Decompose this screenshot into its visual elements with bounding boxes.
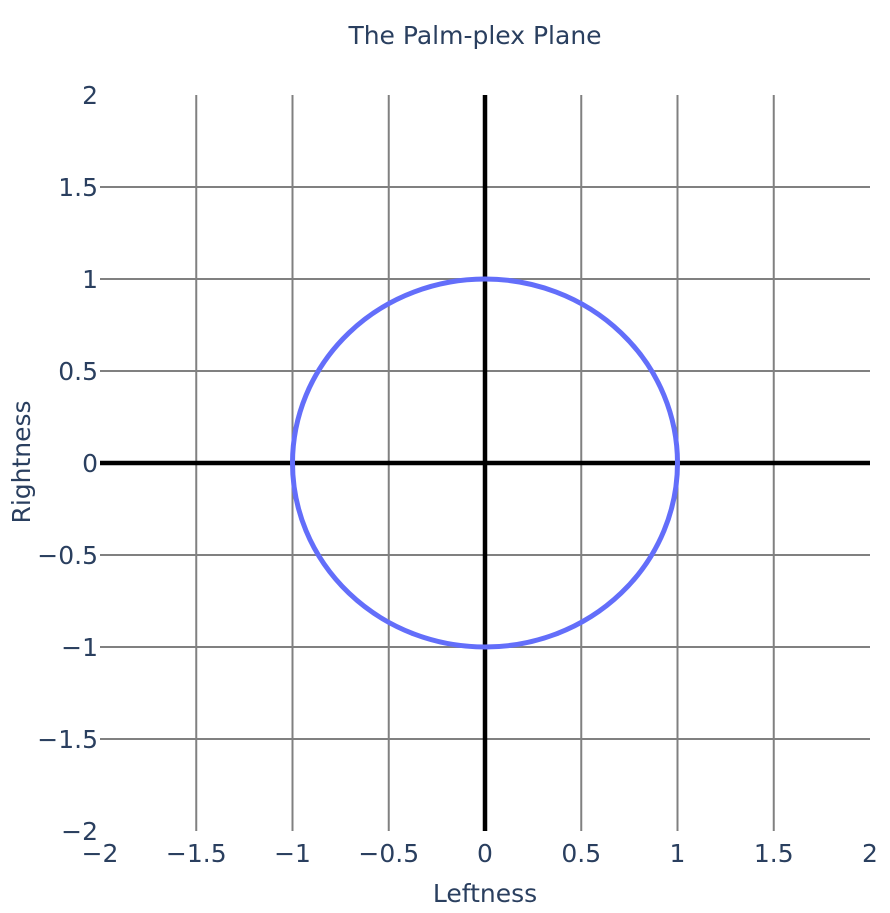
x-tick-labels: −2 −1.5 −1 −0.5 0 0.5 1 1.5 2: [82, 839, 878, 868]
plot-area: [100, 95, 870, 831]
zero-lines: [100, 95, 870, 831]
y-tick-label: −1: [61, 633, 98, 662]
y-axis-title: Rightness: [7, 400, 36, 523]
y-tick-label: 1.5: [58, 173, 98, 202]
y-tick-label: 1: [82, 265, 98, 294]
x-tick-label: 0: [477, 839, 493, 868]
y-tick-label: −0.5: [37, 541, 98, 570]
x-tick-label: 2: [862, 839, 878, 868]
x-tick-label: 0.5: [561, 839, 601, 868]
y-tick-labels: −2 −1.5 −1 −0.5 0 0.5 1 1.5 2: [37, 81, 98, 846]
x-tick-label: −0.5: [358, 839, 419, 868]
x-tick-label: 1: [670, 839, 686, 868]
x-tick-label: −2: [82, 839, 119, 868]
chart-title: The Palm-plex Plane: [347, 21, 601, 50]
x-tick-label: −1: [274, 839, 311, 868]
y-tick-label: 2: [82, 81, 98, 110]
series-circle: [290, 276, 680, 650]
x-tick-label: −1.5: [166, 839, 227, 868]
x-tick-label: 1.5: [754, 839, 794, 868]
y-tick-label: −2: [61, 817, 98, 846]
x-axis-title: Leftness: [433, 879, 537, 908]
y-tick-label: 0: [82, 449, 98, 478]
y-tick-label: 0.5: [58, 357, 98, 386]
y-tick-label: −1.5: [37, 725, 98, 754]
series-layer: [290, 276, 680, 650]
